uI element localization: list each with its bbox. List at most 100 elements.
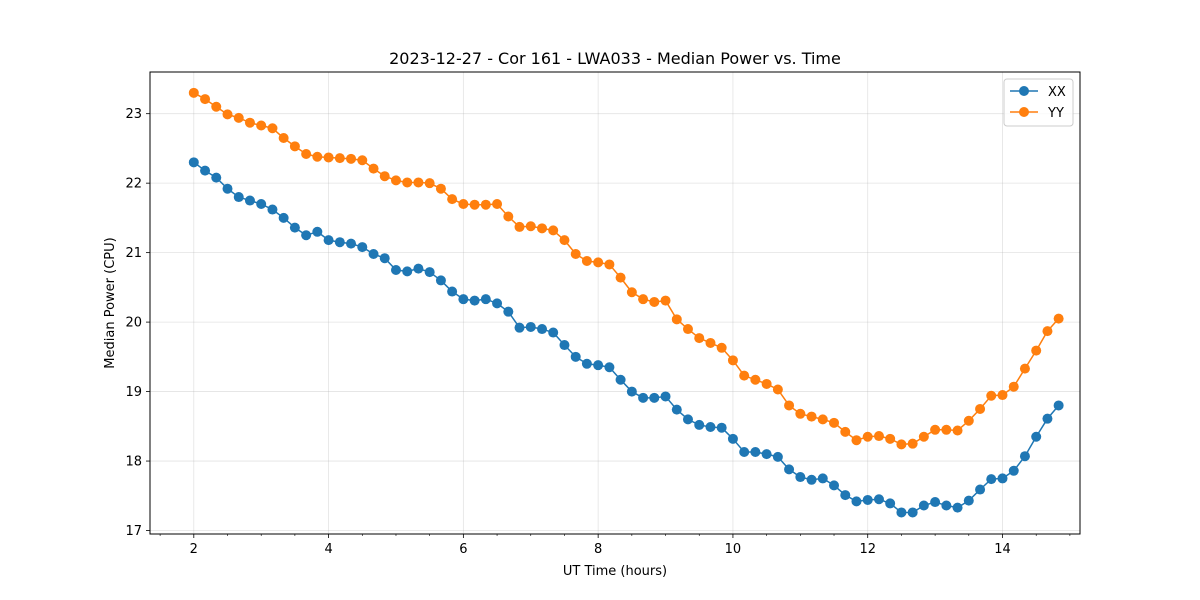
data-point-xx — [492, 298, 503, 309]
data-point-yy — [615, 272, 626, 283]
y-tick-label: 20 — [125, 316, 142, 331]
y-tick-label: 18 — [125, 455, 142, 470]
data-point-yy — [368, 163, 379, 174]
axes — [149, 71, 1081, 535]
data-point-xx — [638, 392, 649, 403]
data-point-yy — [312, 151, 323, 162]
data-point-xx — [200, 165, 211, 176]
data-point-yy — [705, 337, 716, 348]
legend: XX YY — [1003, 78, 1074, 127]
data-point-xx — [525, 321, 536, 332]
data-point-xx — [278, 212, 289, 223]
data-point-xx — [615, 374, 626, 385]
x-tick-label: 6 — [459, 542, 467, 557]
data-point-yy — [604, 259, 615, 270]
data-point-yy — [761, 378, 772, 389]
data-point-yy — [267, 123, 278, 134]
data-point-yy — [537, 223, 548, 234]
data-point-xx — [402, 266, 413, 277]
data-point-xx — [211, 172, 222, 183]
x-tick-label: 2 — [190, 542, 198, 557]
data-point-xx — [413, 263, 424, 274]
data-point-xx — [660, 391, 671, 402]
data-point-xx — [323, 235, 334, 246]
data-point-xx — [873, 494, 884, 505]
data-point-yy — [626, 287, 637, 298]
data-point-yy — [188, 87, 199, 98]
data-point-xx — [604, 362, 615, 373]
data-point-yy — [694, 333, 705, 344]
data-point-xx — [570, 351, 581, 362]
x-tick-label: 14 — [994, 542, 1011, 557]
data-point-yy — [660, 295, 671, 306]
data-point-yy — [469, 199, 480, 210]
data-point-xx — [1019, 451, 1030, 462]
data-point-xx — [559, 340, 570, 351]
data-point-yy — [952, 425, 963, 436]
data-point-yy — [1042, 326, 1053, 337]
legend-label-yy: YY — [1047, 106, 1064, 121]
x-tick-label: 10 — [725, 542, 742, 557]
data-point-xx — [346, 238, 357, 249]
data-point-yy — [963, 415, 974, 426]
data-point-yy — [593, 257, 604, 268]
data-point-xx — [851, 496, 862, 507]
data-point-yy — [817, 414, 828, 425]
legend-marker-xx — [1019, 86, 1029, 96]
data-point-xx — [188, 157, 199, 168]
data-point-xx — [739, 447, 750, 458]
y-tick-label: 21 — [125, 246, 142, 261]
data-point-xx — [671, 404, 682, 415]
data-point-yy — [638, 294, 649, 305]
data-point-yy — [795, 408, 806, 419]
plot-frame — [149, 71, 1081, 535]
data-point-xx — [435, 275, 446, 286]
data-point-yy — [323, 152, 334, 163]
legend-marker-yy — [1019, 107, 1029, 117]
data-point-xx — [1053, 400, 1064, 411]
data-point-yy — [480, 199, 491, 210]
data-point-yy — [346, 153, 357, 164]
data-point-xx — [368, 249, 379, 260]
data-point-xx — [593, 360, 604, 371]
data-point-xx — [907, 507, 918, 518]
data-point-xx — [727, 433, 738, 444]
data-point-yy — [211, 101, 222, 112]
data-point-xx — [289, 222, 300, 233]
data-point-yy — [930, 424, 941, 435]
data-point-xx — [233, 192, 244, 203]
data-point-yy — [570, 249, 581, 260]
data-point-yy — [885, 433, 896, 444]
data-point-xx — [424, 267, 435, 278]
data-point-xx — [896, 507, 907, 518]
data-point-yy — [402, 177, 413, 188]
data-point-yy — [671, 314, 682, 325]
data-point-xx — [503, 306, 514, 317]
data-point-xx — [649, 392, 660, 403]
data-point-xx — [548, 327, 559, 338]
data-point-yy — [739, 370, 750, 381]
chart-title: 2023-12-27 - Cor 161 - LWA033 - Median P… — [389, 49, 841, 68]
data-point-yy — [784, 400, 795, 411]
data-point-yy — [559, 235, 570, 246]
x-tick-label: 8 — [594, 542, 602, 557]
data-point-xx — [694, 419, 705, 430]
data-point-yy — [727, 355, 738, 366]
data-point-xx — [840, 490, 851, 501]
data-point-yy — [682, 324, 693, 335]
data-point-yy — [233, 112, 244, 123]
data-point-yy — [873, 431, 884, 442]
data-point-yy — [1008, 381, 1019, 392]
data-point-xx — [997, 473, 1008, 484]
data-point-yy — [390, 175, 401, 186]
data-point-xx — [312, 226, 323, 237]
data-point-xx — [1008, 465, 1019, 476]
data-point-xx — [682, 414, 693, 425]
data-point-xx — [986, 474, 997, 485]
data-point-xx — [952, 502, 963, 513]
data-point-yy — [851, 435, 862, 446]
data-point-xx — [918, 500, 929, 511]
data-point-xx — [379, 253, 390, 264]
data-point-yy — [907, 438, 918, 449]
